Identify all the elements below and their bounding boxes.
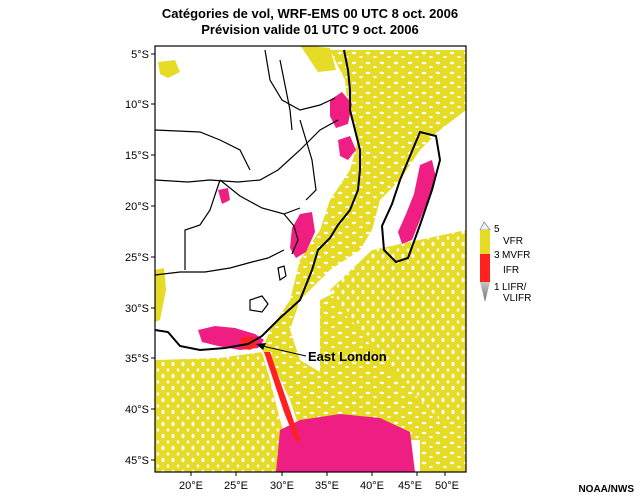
- lat-label: 20°S: [125, 201, 149, 213]
- vfr-patch-north-west: [158, 60, 180, 78]
- mvfr-region-east-coast: [290, 212, 315, 258]
- legend-bottom-cap: [480, 282, 490, 302]
- lat-label: 10°S: [125, 99, 149, 111]
- border-congo-tanzania: [264, 49, 336, 111]
- map-title-line-1: Catégories de vol, WRF-EMS 00 UTC 8 oct.…: [161, 6, 459, 21]
- lon-label: 35°E: [315, 480, 339, 492]
- annotation-arrow-line: [257, 344, 307, 357]
- legend-label-vlifr: VLIFR: [503, 293, 531, 304]
- lat-label: 15°S: [125, 150, 149, 162]
- lon-label: 45°E: [398, 480, 422, 492]
- flight-category-legend: 5 3 1 VFR MVFR IFR LIFR/ VLIFR: [479, 221, 531, 304]
- lon-label: 25°E: [224, 480, 248, 492]
- legend-label-lifr: LIFR/: [502, 282, 527, 293]
- border-zimbabwe-mozambique: [283, 213, 299, 255]
- axis-ticks: [151, 53, 446, 476]
- mvfr-region-tanzania: [338, 136, 356, 160]
- legend-top-cap: [479, 221, 491, 231]
- forecast-field: [155, 46, 466, 472]
- lat-label: 30°S: [125, 303, 149, 315]
- legend-label-ifr: IFR: [503, 265, 519, 276]
- vfr-region-west-coast: [155, 268, 166, 322]
- lat-label: 25°S: [125, 252, 149, 264]
- map-frame: [154, 45, 467, 473]
- border-namibia-botswana: [184, 179, 221, 270]
- lat-label: 45°S: [125, 455, 149, 467]
- vfr-region-east-ocean: [330, 230, 466, 420]
- legend-swatch-vfr: [480, 230, 490, 254]
- vfr-region-south-west: [155, 352, 300, 472]
- mvfr-region-mozambique: [330, 92, 352, 128]
- lake-tanganyika: [279, 59, 293, 131]
- legend-label-mvfr: MVFR: [502, 250, 530, 261]
- mvfr-region-south-ocean: [276, 414, 415, 472]
- annotation-arrow-head: [256, 343, 266, 350]
- border-zambia-south: [219, 179, 301, 215]
- legend-tick-1: 1: [494, 282, 500, 293]
- coastlines-and-borders: [155, 49, 442, 352]
- lon-label: 20°E: [179, 480, 203, 492]
- lon-label: 50°E: [435, 480, 459, 492]
- legend-tick-3: 3: [494, 250, 500, 261]
- madagascar-outline: [380, 130, 442, 264]
- lon-label: 40°E: [360, 480, 384, 492]
- border-drc-west: [155, 129, 251, 171]
- lesotho-outline: [249, 295, 269, 313]
- border-malawi: [299, 119, 317, 201]
- border-south-africa-north: [155, 249, 285, 276]
- mvfr-patch-west: [218, 188, 230, 204]
- east-london-annotation: East London: [256, 343, 387, 364]
- vfr-patch-center: [300, 46, 336, 72]
- mvfr-region-madagascar-east: [398, 160, 436, 244]
- swaziland-outline: [277, 265, 287, 282]
- legend-tick-5: 5: [494, 224, 500, 235]
- ifr-streak-coastal: [264, 352, 300, 442]
- africa-coastline: [155, 49, 361, 352]
- east-london-label: East London: [308, 349, 387, 364]
- map-title-line-2: Prévision valide 01 UTC 9 oct. 2006: [201, 22, 419, 37]
- lat-label: 5°S: [131, 49, 149, 61]
- legend-label-vfr: VFR: [503, 236, 523, 247]
- lon-label: 30°E: [270, 480, 294, 492]
- lat-label: 40°S: [125, 404, 149, 416]
- lat-label: 35°S: [125, 353, 149, 365]
- credit-label: NOAA/NWS: [578, 484, 634, 495]
- border-angola-zambia: [155, 119, 339, 183]
- legend-swatch-ifr: [480, 254, 490, 282]
